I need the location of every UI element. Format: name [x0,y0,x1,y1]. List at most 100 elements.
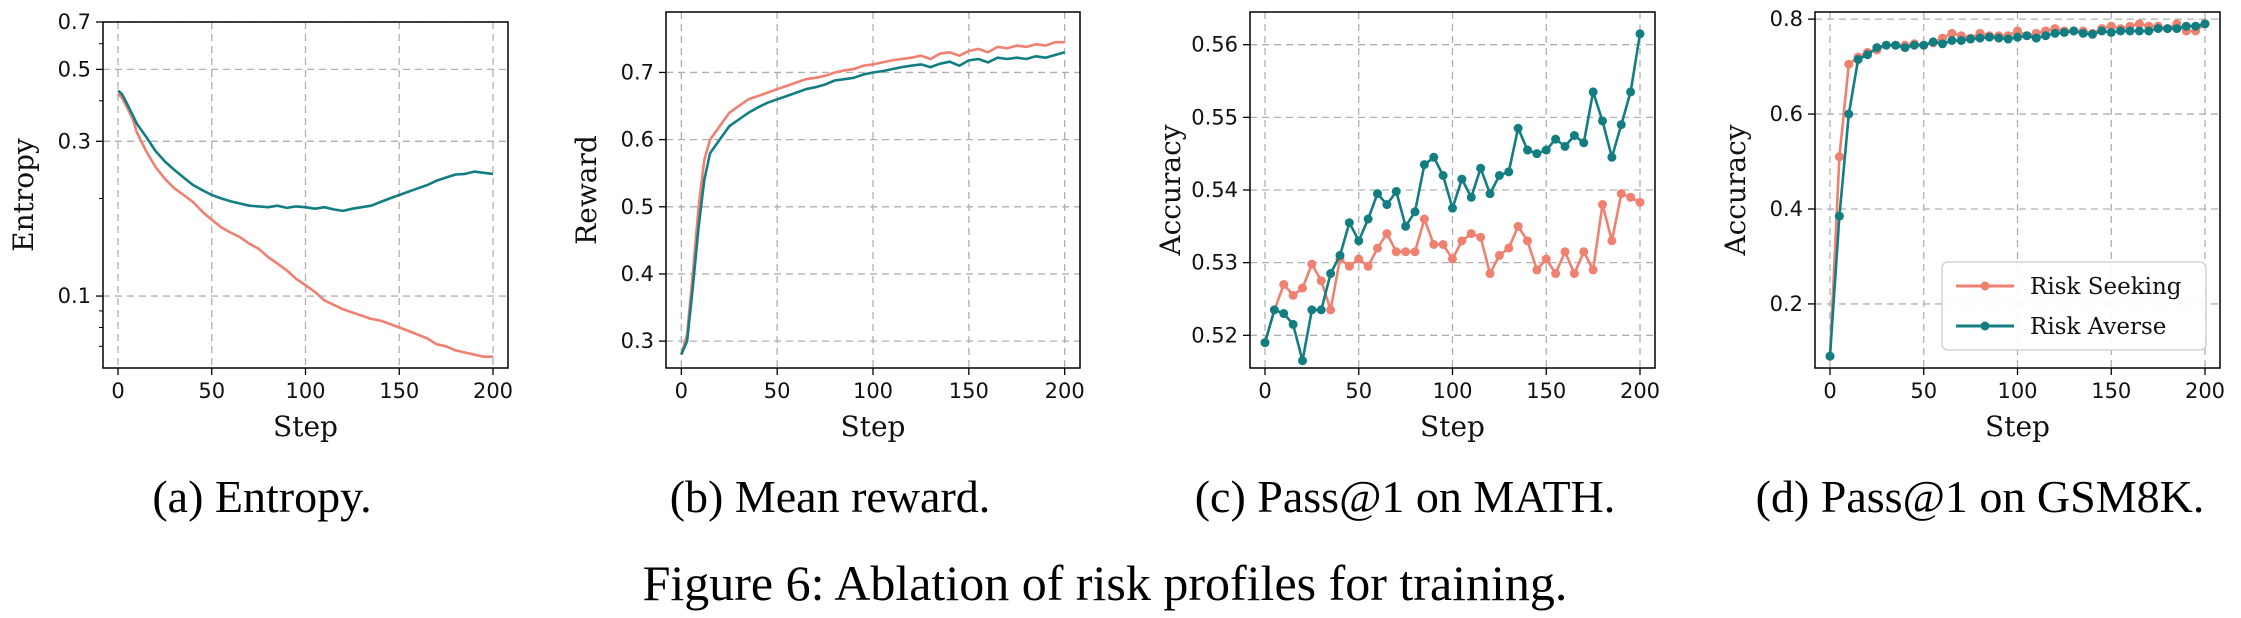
data-point [1607,236,1617,246]
data-point [1513,221,1523,231]
data-point [1448,203,1457,213]
data-point [1429,152,1439,162]
data-point [2106,27,2116,37]
data-point [1853,54,1863,64]
data-point [1438,170,1448,180]
x-tick-label: 0 [675,379,688,403]
data-point [1947,28,1957,38]
data-point [1485,269,1495,279]
x-tick-label: 150 [949,379,989,403]
data-point [1891,40,1901,50]
data-point [2181,21,2191,31]
x-tick-label: 50 [198,379,225,403]
y-axis-label: Accuracy [1719,124,1752,256]
x-tick-label: 150 [2091,379,2131,403]
y-tick-label: 0.8 [1770,7,1803,31]
data-point [2144,26,2154,36]
data-point [1588,87,1598,97]
y-tick-label: 0.53 [1191,251,1238,275]
data-point [2134,19,2144,29]
data-point [2050,28,2060,38]
data-point [1994,33,2004,43]
data-point [1834,211,1844,221]
data-point [1984,32,1994,42]
y-axis-label: Accuracy [1154,124,1187,256]
data-point [1307,259,1317,269]
data-point [1438,239,1448,249]
figure-title: Figure 6: Ablation of risk profiles for … [643,555,1568,611]
data-point [2125,26,2135,36]
x-axis-label: Step [1985,410,2050,443]
data-point [1466,192,1476,202]
data-point [1975,33,1985,43]
x-tick-label: 50 [1910,379,1937,403]
x-tick-label: 0 [1258,379,1271,403]
data-point [2013,32,2022,42]
data-point [2106,21,2116,31]
data-point [2163,24,2172,34]
data-point [1626,192,1636,202]
panel-d: 0 50 100 150 200 0.2 0.4 0.6 0.8 Step Accuracy (d) … [1719,7,2225,522]
data-point [1279,279,1289,289]
data-point [1476,163,1486,173]
data-point [1457,174,1467,184]
data-point [1844,59,1854,69]
data-point [1551,269,1561,279]
data-point [1607,152,1617,162]
data-point [1579,247,1589,257]
data-point [1541,145,1551,155]
panel-a: 0 50 100 150 200 0.1 0.3 0.5 0.7 Step Entropy (a) E… [7,10,513,522]
y-tick-label: 0.3 [58,129,91,153]
x-tick-label: 50 [1345,379,1372,403]
data-point [1966,34,1976,44]
data-point [1863,50,1872,60]
data-point [1316,305,1326,315]
data-point [1569,269,1579,279]
data-point [1560,247,1570,257]
data-point [1382,200,1392,210]
panel-c: 0 50 100 150 200 0.52 0.53 0.54 0.55 0.56 Step Accu… [1154,11,1660,522]
x-tick-label: 150 [379,379,419,403]
data-point [1532,149,1542,159]
data-point [1457,236,1467,246]
y-tick-label: 0.6 [1770,102,1803,126]
data-point [1288,290,1298,300]
data-point [1523,145,1532,155]
data-point [1616,189,1626,199]
data-point [1326,269,1336,279]
data-point [1635,29,1645,39]
x-tick-label: 150 [1526,379,1566,403]
data-point [1956,35,1966,45]
x-tick-label: 100 [1432,379,1472,403]
y-tick-label: 0.2 [1770,292,1803,316]
data-point [1419,160,1429,170]
data-point [1288,319,1298,329]
data-point [1598,200,1607,210]
data-point [1373,189,1382,199]
data-point [1344,261,1354,271]
data-point [1401,221,1411,231]
data-point [2003,34,2013,44]
data-point [2041,31,2051,41]
data-point [2069,26,2079,36]
x-tick-label: 200 [1620,379,1660,403]
series-line-risk-seeking [117,92,493,359]
data-point [1947,35,1957,45]
data-point [1919,40,1929,50]
data-point [1316,276,1326,286]
data-point [1279,309,1289,319]
panel-caption: (d) Pass@1 on GSM8K. [1756,471,2205,522]
data-point [2059,27,2069,37]
data-point [1523,236,1532,246]
data-point [1260,338,1270,348]
data-point [1391,186,1401,196]
y-axis-label: Reward [570,135,603,245]
data-point [1626,87,1636,97]
data-point [1391,247,1401,257]
panel-caption: (a) Entropy. [152,471,371,522]
data-point [2200,19,2210,29]
data-point [2191,21,2201,31]
x-tick-label: 0 [1823,379,1836,403]
data-point [2116,26,2126,36]
